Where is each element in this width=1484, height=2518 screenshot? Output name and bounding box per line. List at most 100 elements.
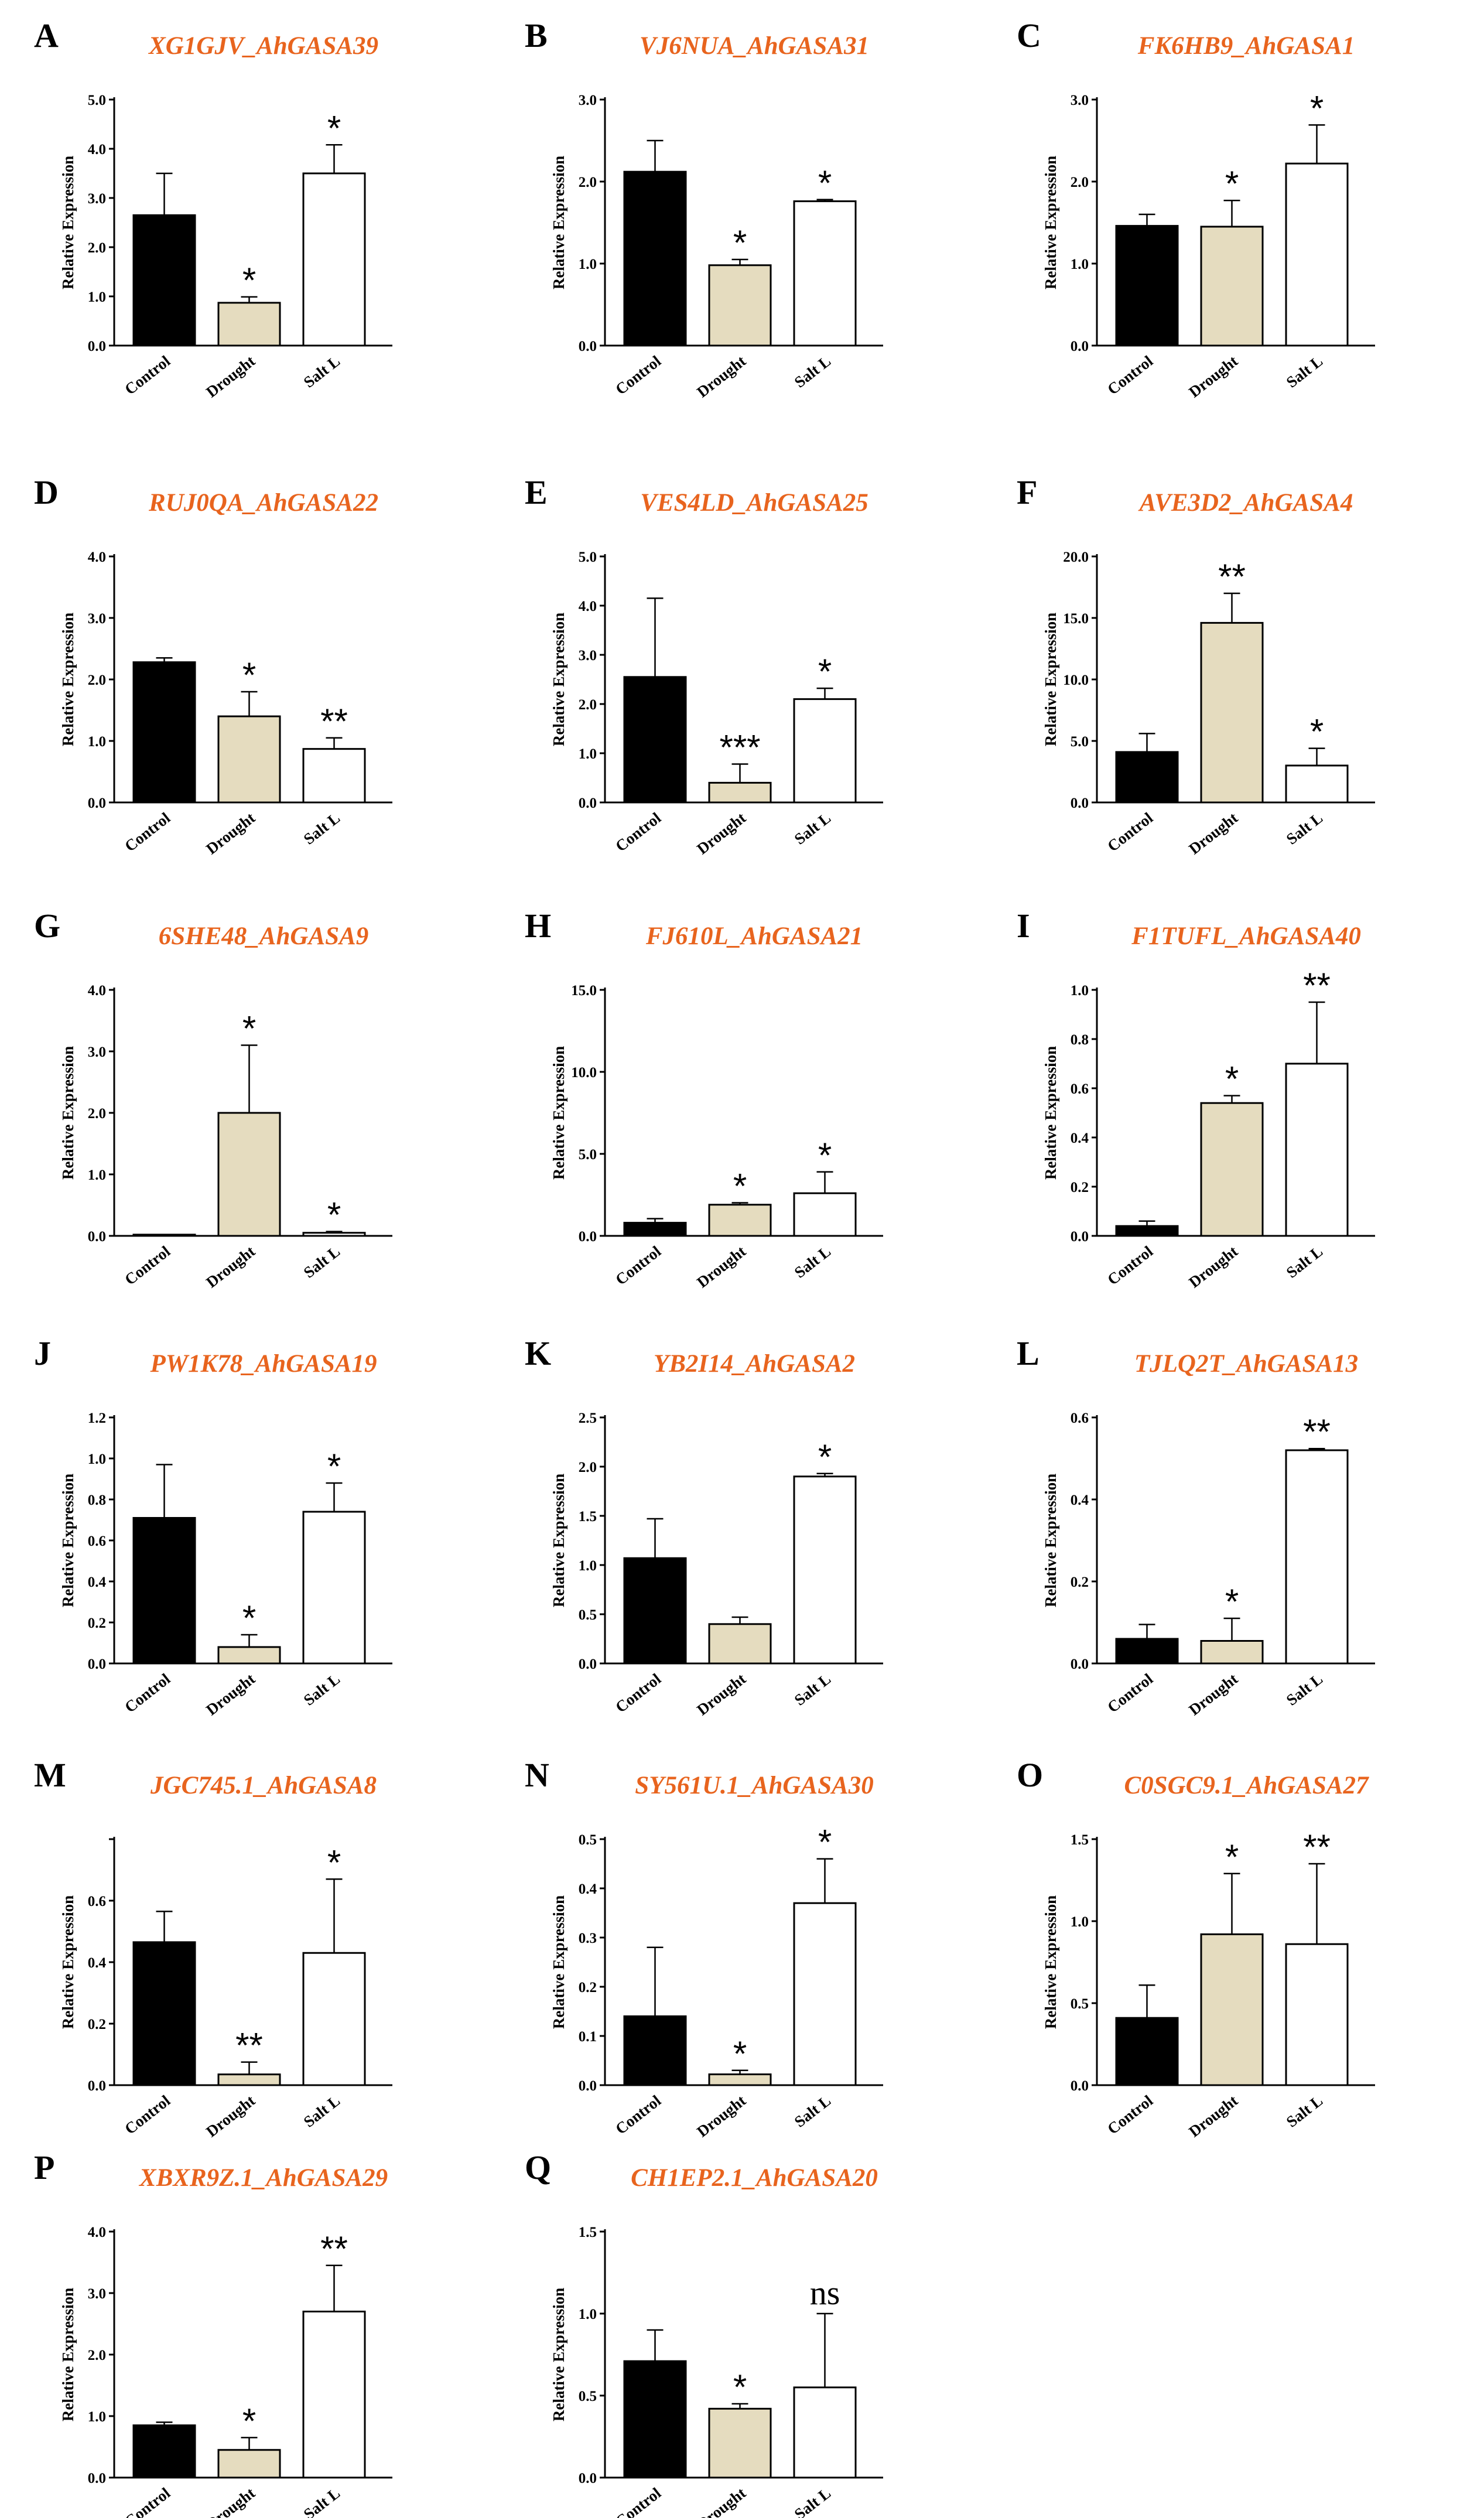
y-axis-label: Relative Expression	[550, 156, 567, 289]
y-tick-label: 0.0	[579, 2078, 597, 2094]
panel-letter: Q	[525, 2148, 551, 2186]
y-tick-label: 4.0	[88, 983, 106, 999]
y-tick-label: 0.2	[88, 1615, 106, 1631]
x-category-label: Control	[612, 1670, 664, 1716]
x-category-label: Drought	[1185, 1670, 1241, 1718]
bar-control	[1115, 225, 1179, 347]
significance-label: *	[1310, 88, 1324, 128]
x-category-label: Salt L	[300, 2484, 343, 2518]
bar-drought	[708, 781, 772, 804]
y-tick-label: 3.0	[88, 2286, 106, 2302]
y-tick-label: 1.0	[579, 2307, 597, 2322]
panel-letter: B	[525, 16, 548, 54]
chart-panel-q: Q CH1EP2.1_AhGASA20 Relative Expression 0.0…	[525, 2148, 883, 2518]
y-tick-label: 0.0	[1071, 1656, 1089, 1672]
y-tick-label: 1.0	[579, 257, 597, 272]
chart-title: XG1GJV_AhGASA39	[148, 32, 378, 60]
significance-label: **	[1303, 1412, 1331, 1451]
x-category-label: Control	[612, 2092, 664, 2138]
panel-letter: H	[525, 907, 551, 945]
bar-drought	[708, 2407, 772, 2479]
y-tick-label: 0.4	[88, 1955, 107, 1971]
chart-title: FJ610L_AhGASA21	[645, 923, 863, 950]
bar-control	[623, 1222, 687, 1237]
bar-control	[132, 1517, 196, 1665]
y-tick-label: 5.0	[88, 93, 106, 108]
panel-letter: E	[525, 473, 548, 511]
chart-title: AVE3D2_AhGASA4	[1138, 489, 1353, 517]
chart-panel-e: E VES4LD_AhGASA25 Relative Expression 0.0 1.…	[525, 473, 883, 857]
bar-drought	[217, 2073, 281, 2086]
bar-drought	[1200, 1102, 1264, 1237]
bar-drought	[1200, 621, 1264, 804]
y-tick-label: 3.0	[88, 1044, 106, 1060]
x-category-label: Control	[121, 1670, 173, 1716]
y-axis-label: Relative Expression	[1042, 1895, 1059, 2029]
y-axis-label: Relative Expression	[59, 2288, 77, 2421]
bar-control	[1115, 751, 1179, 804]
x-category-label: Salt L	[791, 2484, 834, 2518]
bar-control	[132, 2424, 196, 2479]
chart-title: PW1K78_AhGASA19	[149, 1350, 377, 1378]
y-tick-label: 2.0	[88, 240, 106, 256]
x-category-label: Salt L	[791, 1242, 834, 1282]
bar-salt-l	[1285, 162, 1349, 347]
y-tick-label: 1.0	[579, 1558, 597, 1574]
x-category-label: Salt L	[300, 2092, 343, 2131]
significance-label: *	[733, 2034, 747, 2073]
x-category-label: Salt L	[1283, 1242, 1326, 1282]
bar-control	[132, 214, 196, 347]
bar-salt-l	[302, 1511, 366, 1665]
bar-control	[623, 2360, 687, 2479]
y-tick-label: 3.0	[1071, 93, 1089, 108]
y-tick-label: 1.0	[579, 746, 597, 762]
y-tick-label: 0.4	[1071, 1130, 1089, 1146]
bar-drought	[1200, 1640, 1264, 1665]
bar-salt-l	[302, 748, 366, 804]
bar-salt-l	[302, 1232, 366, 1237]
y-tick-label: 0.0	[579, 2471, 597, 2486]
x-category-label: Salt L	[791, 1670, 834, 1709]
x-category-label: Drought	[1185, 809, 1241, 857]
significance-label: *	[242, 1009, 256, 1048]
y-tick-label: 2.0	[579, 697, 597, 713]
bar-drought	[708, 2073, 772, 2086]
chart-panel-i: I F1TUFL_AhGASA40 Relative Expression 0.0 0.…	[1017, 907, 1375, 1291]
y-tick-label: 2.5	[579, 1410, 597, 1426]
chart-panel-b: B VJ6NUA_AhGASA31 Relative Expression 0.0 1.…	[525, 16, 883, 401]
significance-label: *	[327, 1447, 341, 1486]
x-category-label: Control	[121, 2092, 173, 2138]
x-category-label: Control	[612, 352, 664, 398]
y-tick-label: 10.0	[571, 1065, 597, 1081]
y-axis-label: Relative Expression	[59, 613, 77, 746]
y-axis-label: Relative Expression	[59, 1895, 77, 2029]
y-tick-label: 5.0	[579, 1147, 597, 1163]
x-category-label: Control	[612, 1242, 664, 1289]
y-tick-label: 3.0	[88, 191, 106, 207]
y-tick-label: 0.5	[1071, 1996, 1089, 2012]
y-tick-label: 0.0	[88, 795, 106, 811]
y-tick-label: 1.0	[88, 289, 106, 305]
y-tick-label: 0.4	[579, 1881, 597, 1897]
y-tick-label: 0.6	[1071, 1081, 1089, 1097]
significance-label: *	[327, 108, 341, 148]
x-category-label: Salt L	[300, 1242, 343, 1282]
chart-title: CH1EP2.1_AhGASA20	[631, 2164, 878, 2192]
significance-label: *	[733, 223, 747, 262]
significance-label: **	[1303, 966, 1331, 1005]
panel-letter: N	[525, 1756, 549, 1794]
significance-label: *	[1310, 712, 1324, 751]
y-tick-label: 0.5	[579, 1607, 597, 1623]
chart-panel-l: L TJLQ2T_AhGASA13 Relative Expression 0.0 0.…	[1017, 1334, 1375, 1718]
panel-letter: J	[34, 1334, 51, 1372]
x-category-label: Drought	[693, 352, 749, 401]
y-tick-label: 0.0	[1071, 2078, 1089, 2094]
y-tick-label: 0.6	[1071, 1410, 1089, 1426]
y-tick-label: 0.3	[579, 1931, 597, 1946]
bar-control	[1115, 2017, 1179, 2086]
significance-label: *	[242, 1598, 256, 1638]
bar-salt-l	[793, 1192, 857, 1237]
y-tick-label: 0.2	[1071, 1574, 1089, 1590]
chart-title: VES4LD_AhGASA25	[640, 489, 868, 517]
x-category-label: Salt L	[1283, 2092, 1326, 2131]
